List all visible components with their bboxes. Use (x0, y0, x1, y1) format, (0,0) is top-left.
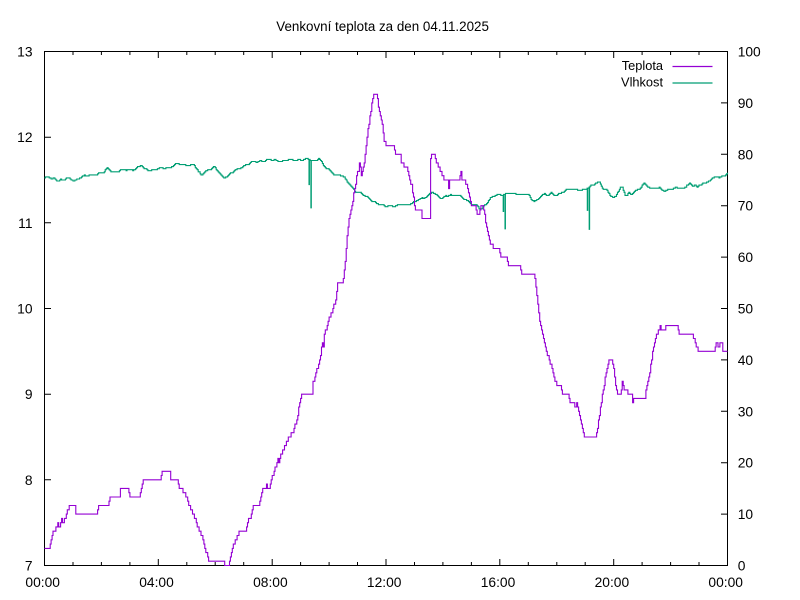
svg-text:12: 12 (17, 130, 32, 145)
svg-text:04:00: 04:00 (139, 575, 174, 590)
svg-text:16:00: 16:00 (481, 575, 516, 590)
svg-text:12:00: 12:00 (367, 575, 402, 590)
svg-text:Teplota: Teplota (622, 58, 664, 73)
svg-text:100: 100 (738, 45, 761, 60)
svg-text:00:00: 00:00 (25, 575, 60, 590)
svg-text:Vlhkost: Vlhkost (621, 75, 663, 90)
svg-text:08:00: 08:00 (253, 575, 288, 590)
svg-text:30: 30 (738, 404, 754, 419)
svg-text:11: 11 (18, 216, 32, 231)
svg-text:70: 70 (738, 199, 754, 214)
svg-text:00:00: 00:00 (708, 575, 743, 590)
svg-text:20: 20 (738, 456, 754, 471)
svg-text:20:00: 20:00 (595, 575, 630, 590)
svg-text:0: 0 (738, 559, 746, 574)
svg-text:10: 10 (17, 302, 33, 317)
svg-text:90: 90 (738, 96, 754, 111)
svg-text:50: 50 (738, 302, 754, 317)
svg-text:13: 13 (17, 45, 33, 60)
svg-text:10: 10 (738, 507, 754, 522)
svg-text:8: 8 (25, 473, 33, 488)
svg-text:60: 60 (738, 250, 754, 265)
svg-text:7: 7 (25, 559, 33, 574)
svg-text:Venkovní teplota za den 04.11.: Venkovní teplota za den 04.11.2025 (276, 19, 489, 34)
svg-text:80: 80 (738, 147, 754, 162)
svg-text:9: 9 (25, 387, 33, 402)
svg-text:40: 40 (738, 353, 754, 368)
